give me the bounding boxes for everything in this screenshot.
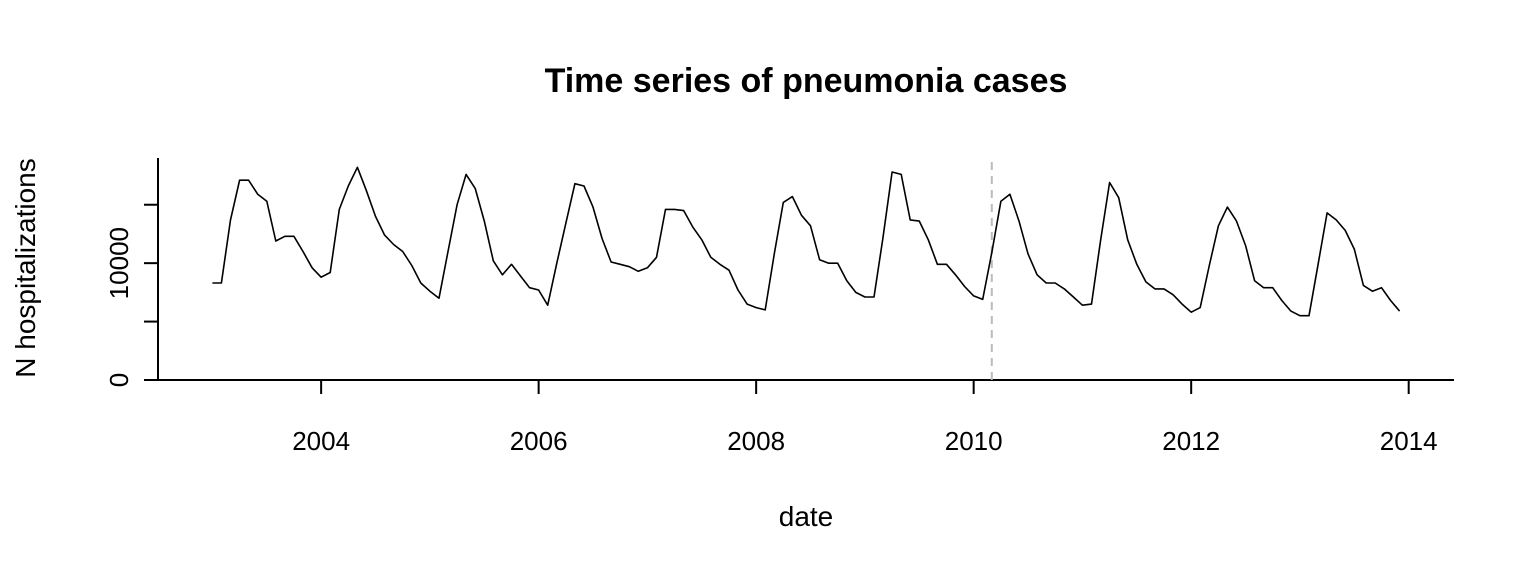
x-tick-label: 2004 [292, 426, 350, 456]
x-tick-label: 2012 [1162, 426, 1220, 456]
x-tick-label: 2010 [945, 426, 1003, 456]
x-axis-label: date [779, 501, 834, 532]
series-line [212, 166, 1401, 317]
y-tick-label: 0 [104, 373, 134, 387]
chart-title: Time series of pneumonia cases [545, 62, 1068, 100]
y-axis-label: N hospitalizations [10, 158, 41, 377]
y-tick-label: 10000 [104, 227, 134, 299]
x-tick-label: 2014 [1380, 426, 1438, 456]
x-tick-label: 2008 [727, 426, 785, 456]
x-tick-label: 2006 [510, 426, 568, 456]
plot-area: 2004 2006 2008 2010 2012 2014 0 10000 [104, 158, 1454, 456]
